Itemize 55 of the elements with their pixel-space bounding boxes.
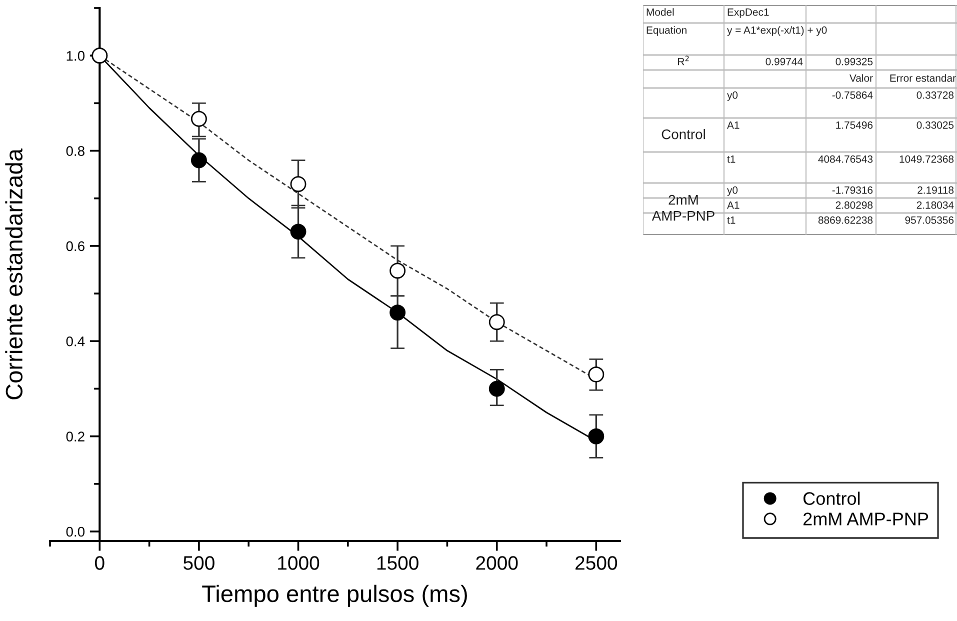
text: 1.75496 [836,121,873,129]
text: A1 [727,122,740,129]
text: t1 [727,156,736,163]
text: y0 [727,91,738,101]
x-tick-label: 2500 [576,556,618,570]
x-tick-label: 1500 [377,556,418,570]
y-tick-label: 0.4 [66,336,85,346]
text: 1049.72368 [900,155,954,163]
text: A1 [727,202,740,209]
y-tick-label: 0.0 [66,526,85,537]
text: Control [662,129,705,140]
x-tick-label: 2000 [476,556,518,570]
text: 2.80298 [836,201,873,209]
point [190,110,207,127]
point [588,428,604,444]
text: 0.99744 [766,58,803,66]
point [390,262,406,279]
text: 0.33025 [916,121,954,129]
text: 4084.76543 [818,155,873,163]
text: Valor [849,74,873,82]
text: R$^{2}$ [678,56,689,66]
text: 2.18034 [916,201,954,209]
text: 0.99325 [836,58,873,66]
text: y0 [727,186,738,196]
legend-label: 2mM AMP-PNP [803,512,928,526]
text: Error estandar [890,74,956,82]
x-tick-label: 500 [184,556,214,570]
text: t1 [727,216,736,224]
text: 2mM AMP-PNP [652,194,714,221]
text: 0.33728 [916,91,954,99]
y-tick-label: 0.8 [66,146,84,156]
legend-label: Control [804,492,860,505]
y-tick-label: 0.2 [66,432,84,442]
y-tick-label: 0.6 [66,241,84,252]
point [390,304,406,321]
text: -1.79316 [832,186,873,194]
text: -0.75864 [832,91,873,99]
x-tick-label: 1000 [278,556,320,570]
point [190,152,207,168]
x-axis-title: Tiempo entre pulsos (ms) [202,584,467,607]
point [290,224,306,240]
text: 8869.62238 [818,216,873,224]
x-tick-label: 0 [95,556,104,570]
text: ExpDec1 [728,8,769,18]
text: Model [646,8,674,16]
text: 2.19118 [918,186,954,194]
point [290,176,306,192]
y-axis-title: Corriente estandarizada [5,148,23,400]
text: Equation [646,26,686,36]
point [588,366,604,382]
point [488,380,505,397]
y-tick-label: 1.0 [66,50,85,61]
point [488,314,505,330]
text: 957.05356 [905,216,954,224]
text: y = A1*exp(-x/t1) + y0 [727,26,827,36]
